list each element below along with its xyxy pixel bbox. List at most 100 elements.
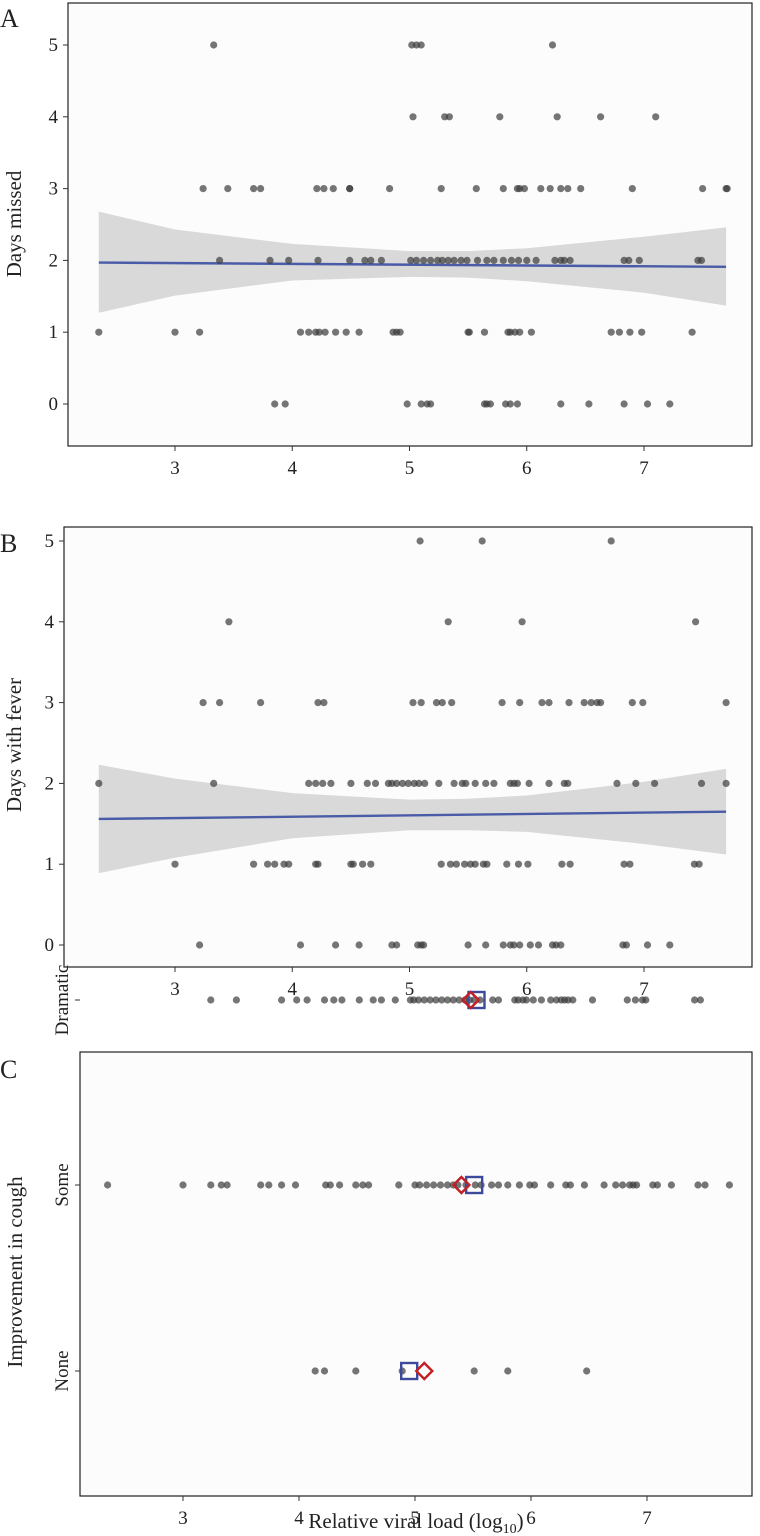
data-point [359, 860, 367, 868]
data-point [558, 860, 566, 868]
data-point [320, 1367, 329, 1375]
data-point [722, 699, 730, 707]
data-point [525, 779, 533, 788]
data-point [489, 996, 497, 1004]
data-point [417, 699, 425, 707]
data-point [314, 860, 322, 868]
data-point [530, 1181, 539, 1189]
data-point [692, 618, 700, 626]
data-point [513, 779, 522, 788]
panel-letter-a: A [0, 4, 19, 33]
data-point [564, 779, 572, 788]
data-point [412, 256, 421, 264]
data-point [691, 996, 699, 1004]
data-point [612, 1181, 620, 1189]
data-point [420, 256, 428, 264]
data-point [314, 256, 322, 264]
plot-area-b [63, 526, 753, 968]
median-marker [414, 1361, 434, 1381]
data-point [520, 185, 529, 193]
y-tick-label: 2 [45, 773, 55, 794]
data-point [443, 996, 452, 1004]
data-point [633, 1181, 641, 1189]
data-point [499, 185, 507, 193]
data-point [355, 996, 363, 1004]
data-point [607, 537, 615, 545]
data-point [437, 185, 445, 193]
data-point [207, 1181, 215, 1189]
data-point [450, 256, 458, 264]
data-point [538, 699, 546, 707]
data-point [577, 185, 585, 193]
data-point [461, 860, 469, 868]
data-point [207, 996, 215, 1004]
x-tick-label: 7 [639, 979, 649, 1000]
data-point [597, 113, 605, 121]
data-point [723, 185, 731, 193]
data-point [628, 699, 636, 707]
data-point [449, 996, 457, 1004]
data-point [257, 1181, 265, 1189]
data-point [278, 996, 286, 1004]
y-tick-label: 1 [45, 854, 55, 875]
data-point [420, 996, 428, 1004]
data-point [557, 185, 565, 193]
data-point [361, 256, 369, 264]
data-point [315, 328, 323, 336]
plot-area-a [67, 2, 753, 447]
x-axis-title-c: Relative viral load (log10) [308, 1509, 523, 1536]
data-point [560, 256, 568, 264]
panel-letter-c: C [0, 1055, 17, 1084]
data-point [643, 400, 652, 408]
data-point [490, 256, 498, 264]
data-point [437, 860, 445, 868]
x-tick-label: 6 [526, 1508, 536, 1529]
data-point [396, 328, 404, 336]
y-category-label: Dramatic [52, 965, 73, 1036]
data-point [699, 185, 707, 193]
data-point [321, 328, 329, 336]
confidence-band [98, 764, 727, 874]
data-point [338, 996, 346, 1004]
regression-line-b-layer [98, 810, 727, 821]
panel-c: C 3 4 5 6 7 None Some Dramatic Improvement in … [0, 965, 753, 1536]
data-point [722, 779, 730, 788]
data-point [566, 860, 574, 868]
y-tick-label: 5 [45, 531, 55, 552]
data-point [696, 996, 705, 1004]
data-point [639, 699, 647, 707]
y-axis-title-b: Days with fever [2, 678, 26, 812]
data-point [278, 1181, 286, 1189]
data-point [597, 699, 605, 707]
data-point [314, 699, 322, 707]
data-point [625, 256, 633, 264]
data-point [210, 779, 218, 788]
y-category-label: Some [52, 1163, 73, 1206]
x-tick-label: 4 [288, 979, 298, 1000]
data-point [631, 996, 640, 1004]
median-marker [460, 990, 481, 1010]
data-point [426, 996, 434, 1004]
data-point [367, 256, 375, 264]
data-point [416, 1181, 424, 1189]
x-axis-title-subscript: 10 [503, 1522, 517, 1536]
data-point [264, 860, 272, 868]
data-point [223, 1181, 231, 1189]
data-point [347, 779, 355, 788]
data-point [688, 328, 696, 336]
y-tick-label: 0 [49, 394, 59, 415]
data-point [499, 256, 507, 264]
data-point [551, 256, 559, 264]
data-point [349, 860, 357, 868]
x-tick-label: 3 [170, 979, 180, 1000]
data-point [623, 996, 631, 1004]
data-point [620, 860, 628, 868]
data-point [587, 699, 595, 707]
data-point [377, 256, 385, 264]
mean-marker [467, 990, 486, 1010]
panel-a: A 3 4 5 6 7 0 1 2 3 4 5 Days missed [0, 2, 753, 479]
data-point [471, 860, 479, 868]
data-point [524, 860, 532, 868]
data-point [291, 1181, 300, 1189]
